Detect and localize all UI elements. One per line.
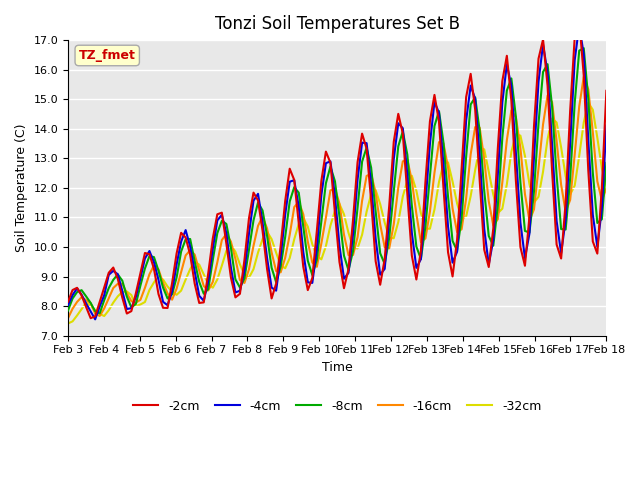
-32cm — [589, 107, 596, 113]
-32cm — [602, 183, 610, 189]
-8cm — [602, 160, 610, 166]
-8cm — [593, 220, 601, 226]
-2cm — [64, 299, 72, 305]
Line: -4cm: -4cm — [68, 25, 606, 319]
-4cm — [182, 227, 189, 233]
Line: -2cm: -2cm — [68, 21, 606, 318]
-4cm — [367, 181, 375, 187]
Line: -8cm: -8cm — [68, 48, 606, 313]
-32cm — [490, 192, 497, 197]
-8cm — [64, 308, 72, 313]
-8cm — [182, 237, 189, 242]
Y-axis label: Soil Temperature (C): Soil Temperature (C) — [15, 124, 28, 252]
-2cm — [367, 198, 375, 204]
-2cm — [440, 186, 447, 192]
-4cm — [214, 217, 221, 223]
-32cm — [209, 285, 216, 290]
Line: -32cm: -32cm — [68, 103, 606, 324]
-16cm — [209, 279, 216, 285]
-8cm — [494, 203, 502, 209]
-16cm — [490, 223, 497, 228]
-8cm — [96, 311, 104, 316]
-4cm — [575, 23, 583, 28]
-8cm — [440, 140, 447, 146]
-16cm — [64, 315, 72, 321]
-2cm — [87, 315, 95, 321]
-8cm — [214, 230, 221, 236]
-16cm — [580, 74, 588, 80]
X-axis label: Time: Time — [322, 361, 353, 374]
-4cm — [593, 244, 601, 250]
-16cm — [435, 139, 443, 145]
Text: TZ_fmet: TZ_fmet — [79, 49, 136, 62]
-16cm — [589, 129, 596, 135]
-4cm — [602, 122, 610, 128]
-32cm — [435, 179, 443, 185]
-8cm — [367, 165, 375, 170]
-2cm — [602, 88, 610, 94]
-16cm — [602, 185, 610, 191]
-2cm — [214, 211, 221, 217]
-8cm — [580, 45, 588, 51]
-16cm — [363, 173, 371, 179]
Title: Tonzi Soil Temperatures Set B: Tonzi Soil Temperatures Set B — [214, 15, 460, 33]
-32cm — [177, 288, 185, 294]
-4cm — [494, 172, 502, 178]
Line: -16cm: -16cm — [68, 77, 606, 318]
-16cm — [177, 269, 185, 275]
-2cm — [575, 18, 583, 24]
-32cm — [584, 100, 592, 106]
-32cm — [64, 321, 72, 326]
-4cm — [92, 316, 99, 322]
-4cm — [440, 162, 447, 168]
-4cm — [64, 302, 72, 308]
Legend: -2cm, -4cm, -8cm, -16cm, -32cm: -2cm, -4cm, -8cm, -16cm, -32cm — [128, 395, 547, 418]
-2cm — [494, 146, 502, 152]
-2cm — [182, 235, 189, 240]
-32cm — [363, 209, 371, 215]
-2cm — [593, 251, 601, 256]
